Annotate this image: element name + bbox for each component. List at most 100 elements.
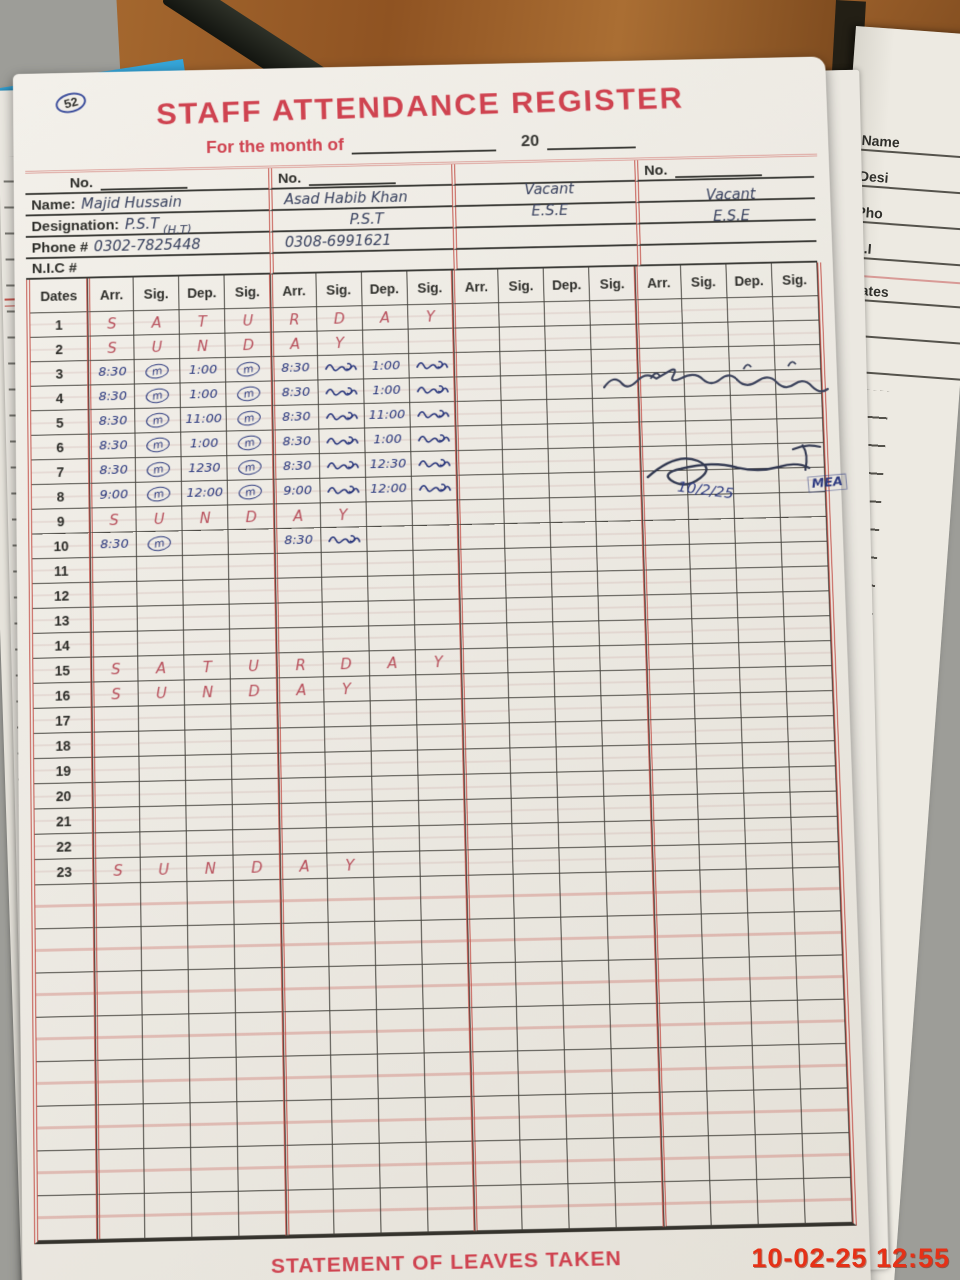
- attendance-cell: [459, 648, 509, 675]
- time-entry: 8:30: [281, 360, 310, 376]
- attendance-cell: [554, 646, 602, 673]
- attendance-cell: [552, 571, 599, 598]
- attendance-cell: [568, 1183, 618, 1230]
- main-register-page: 52 STAFF ATTENDANCE REGISTER For the mon…: [12, 56, 876, 1280]
- attendance-cell: [558, 796, 606, 824]
- column-header: Dep.: [551, 276, 582, 293]
- attendance-cell: [366, 526, 414, 552]
- attendance-cell: [370, 700, 418, 727]
- attendance-cell: [331, 1099, 380, 1145]
- day-letter: S: [107, 314, 117, 332]
- column-header: Sig.: [234, 283, 260, 300]
- column-header-cell: Sig.: [589, 266, 637, 302]
- column-header-cell: Arr.: [86, 277, 135, 313]
- attendance-cell: [609, 959, 658, 1005]
- attendance-cell: [183, 554, 230, 581]
- attendance-cell: [418, 799, 466, 827]
- attendance-cell: [566, 1093, 615, 1140]
- attendance-cell: [660, 1181, 712, 1228]
- attendance-cell: [182, 530, 230, 556]
- handwritten-value: Majid Hussain: [81, 193, 182, 213]
- day-letter: S: [109, 511, 119, 529]
- day-letter: U: [151, 338, 163, 356]
- attendance-cell: [419, 825, 467, 852]
- attendance-cell: [461, 723, 511, 750]
- time-entry: 8:30: [98, 389, 127, 405]
- attendance-cell: [593, 397, 640, 424]
- attendance-cell: [598, 595, 646, 622]
- attendance-cell: [644, 644, 694, 671]
- attendance-cell: [659, 1136, 710, 1183]
- attendance-cell: [778, 442, 825, 469]
- attendance-cell: [282, 1100, 333, 1146]
- attendance-cell: [744, 817, 793, 845]
- attendance-cell: [324, 701, 371, 728]
- attendance-cell: [372, 826, 421, 853]
- attendance-cell: [551, 546, 599, 573]
- day-letter: U: [155, 684, 167, 702]
- attendance-cell: [640, 495, 689, 522]
- attendance-cell: [94, 1104, 145, 1151]
- attendance-cell: 11:00: [364, 402, 411, 429]
- attendance-cell: [656, 1047, 708, 1093]
- day-letter: R: [295, 656, 307, 674]
- attendance-cell: [234, 879, 282, 925]
- attendance-cell: [138, 705, 186, 732]
- attendance-cell: [454, 425, 503, 452]
- signature-scrawl-icon: [326, 483, 359, 498]
- attendance-cell: [417, 749, 465, 776]
- attendance-cell: [614, 1137, 663, 1184]
- attendance-cell: [503, 473, 551, 500]
- column-header-cell: Sig.: [224, 274, 272, 310]
- attendance-cell: [598, 570, 646, 597]
- signature-scrawl-icon: [324, 384, 357, 399]
- date-cell: 2: [30, 336, 89, 363]
- day-letter: Y: [345, 856, 355, 875]
- attendance-cell: [688, 518, 736, 545]
- field-label: No.: [643, 162, 668, 179]
- attendance-cell: [236, 1012, 284, 1058]
- attendance-cell: [595, 471, 643, 498]
- attendance-cell: [559, 847, 607, 874]
- field-label: N.I.C #: [31, 260, 78, 277]
- attendance-cell: 8:30: [87, 408, 136, 435]
- attendance-cell: [324, 726, 372, 753]
- handwritten-value: 0308-6991621: [284, 231, 392, 251]
- attendance-cell: [545, 325, 592, 351]
- attendance-cell: [328, 921, 376, 967]
- attendance-cell: [283, 1144, 334, 1191]
- day-letter: A: [155, 659, 167, 677]
- attendance-cell: [369, 675, 417, 702]
- attendance-cell: [333, 1188, 382, 1235]
- date-cell: 22: [34, 833, 95, 861]
- time-entry: 12:00: [186, 485, 224, 501]
- attendance-cell: 8:30: [88, 532, 138, 559]
- attendance-cell: [774, 344, 822, 371]
- attendance-cell: [591, 324, 638, 350]
- attendance-cell: [275, 702, 325, 729]
- attendance-cell: [185, 729, 233, 756]
- attendance-cell: [144, 1192, 193, 1239]
- signature-scrawl-icon: [416, 407, 449, 422]
- attendance-cell: [415, 624, 462, 651]
- attendance-cell: [230, 628, 277, 655]
- day-letter: D: [242, 336, 255, 354]
- attendance-cell: [733, 493, 781, 519]
- attendance-cell: [689, 543, 737, 570]
- day-letter: S: [111, 685, 121, 703]
- attendance-cell: [411, 451, 458, 477]
- date-cell: 4: [30, 385, 90, 412]
- attendance-cell: [802, 1133, 852, 1179]
- attendance-cell: [552, 596, 600, 623]
- attendance-cell: S: [92, 857, 142, 885]
- time-entry: 9:00: [99, 487, 129, 503]
- attendance-cell: [637, 396, 686, 423]
- date-number: 4: [55, 390, 64, 406]
- attendance-cell: [743, 792, 792, 819]
- attendance-cell: [638, 445, 688, 472]
- day-letter: A: [292, 507, 304, 525]
- date-cell: 20: [34, 782, 94, 810]
- time-entry: 9:00: [283, 483, 312, 499]
- attendance-cell: [605, 820, 653, 848]
